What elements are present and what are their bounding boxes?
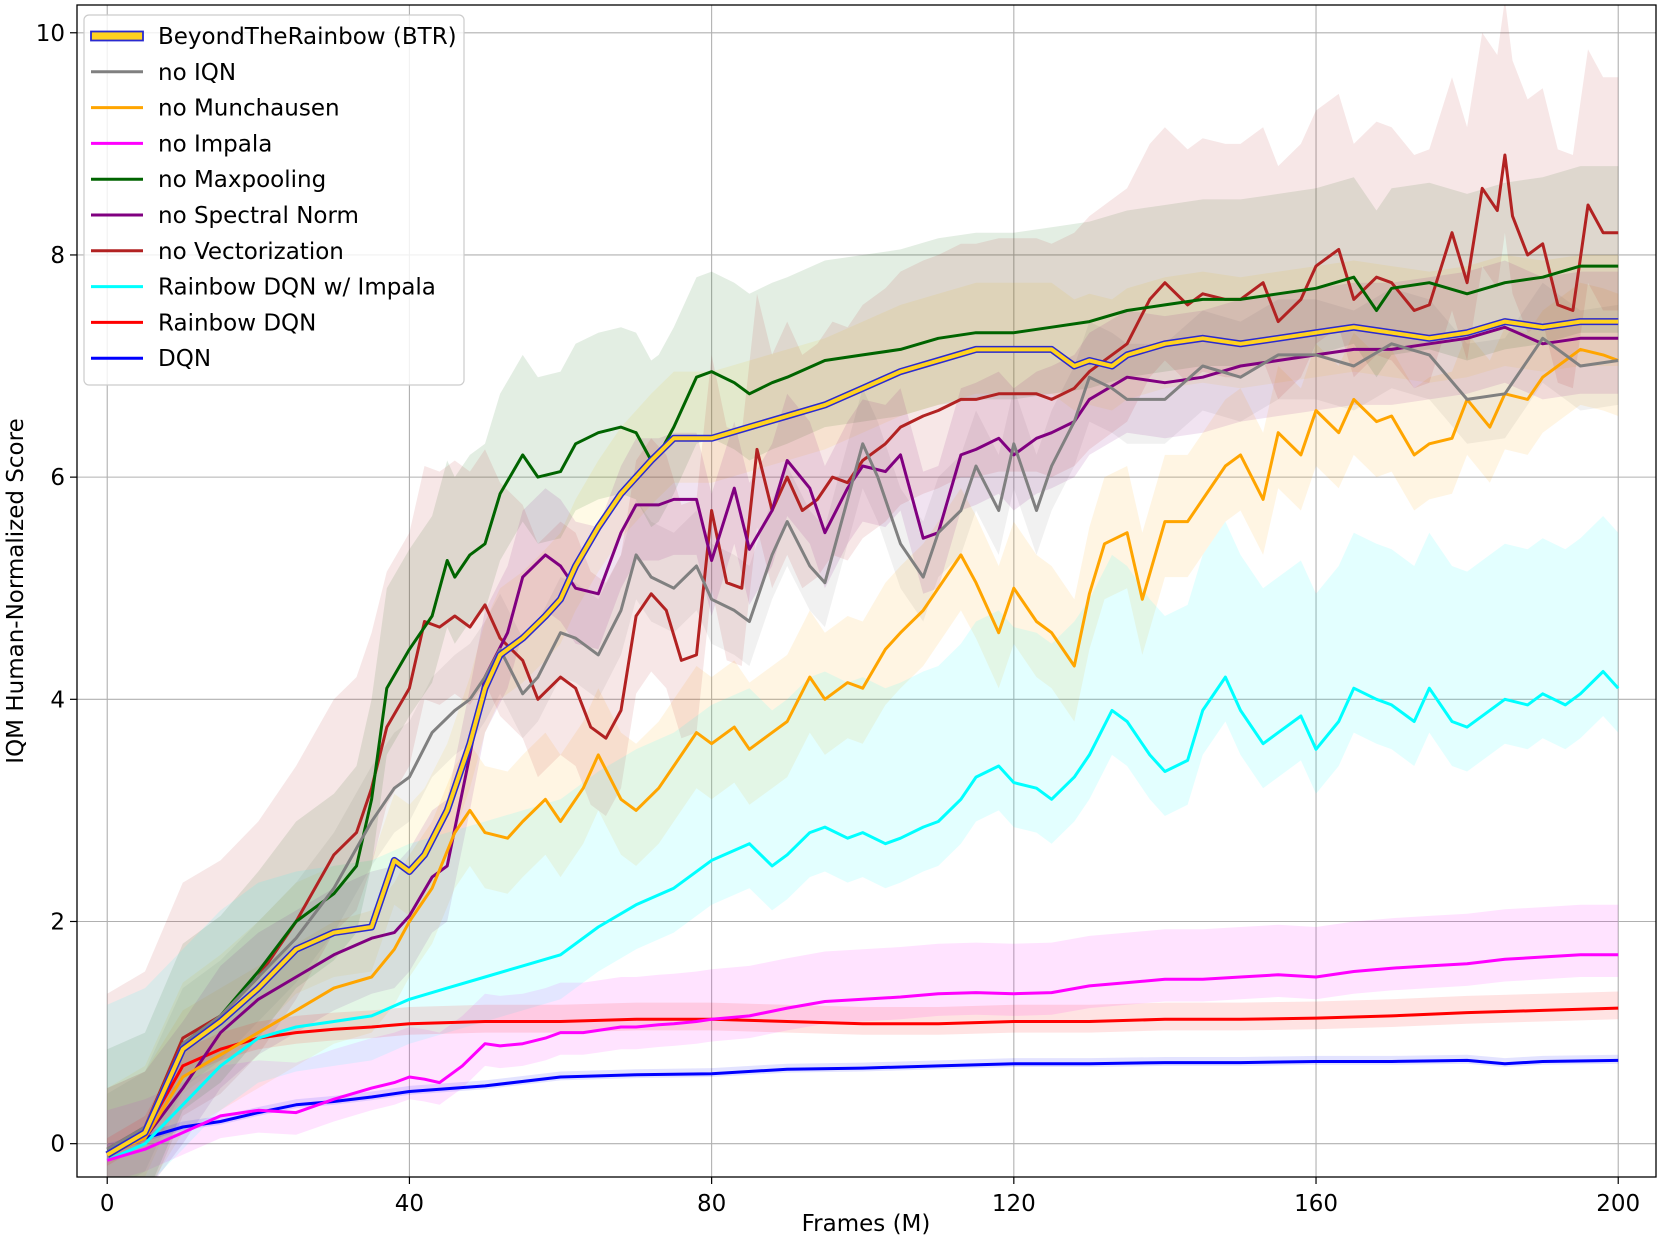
legend-label: no Munchausen bbox=[158, 96, 340, 122]
legend-item: Rainbow DQN w/ Impala bbox=[91, 275, 436, 301]
legend-label: Rainbow DQN bbox=[158, 310, 316, 336]
band-no-maxpooling bbox=[107, 166, 1619, 1177]
y-tick-label: 8 bbox=[50, 243, 65, 269]
line-beyondtherainbow-btr bbox=[106, 319, 1619, 1157]
line-no-iqn bbox=[106, 336, 1619, 1151]
grid bbox=[77, 5, 1656, 1177]
legend-item: no Maxpooling bbox=[91, 167, 326, 193]
line-no-impala bbox=[106, 953, 1619, 1162]
legend-label: no IQN bbox=[158, 60, 236, 86]
x-tick-label: 80 bbox=[697, 1191, 726, 1217]
legend-label: Rainbow DQN w/ Impala bbox=[158, 275, 436, 301]
legend-item: no IQN bbox=[91, 60, 236, 86]
y-tick-label: 0 bbox=[50, 1132, 65, 1158]
band-rainbow-dqn bbox=[107, 991, 1619, 1166]
y-tick-label: 4 bbox=[50, 687, 65, 713]
x-tick-label: 0 bbox=[100, 1191, 115, 1217]
legend: BeyondTheRainbow (BTR) no IQN no Munchause… bbox=[83, 14, 465, 386]
legend-item: no Munchausen bbox=[91, 96, 340, 122]
plot-frame bbox=[76, 4, 1657, 1178]
band-beyondtherainbow-btr bbox=[107, 255, 1619, 1177]
legend-item: DQN bbox=[91, 346, 211, 372]
legend-label: no Impala bbox=[158, 131, 272, 157]
series-lines bbox=[105, 153, 1620, 1162]
band-no-munchausen bbox=[107, 282, 1619, 1177]
legend-label: DQN bbox=[158, 346, 211, 372]
legend-swatch bbox=[90, 30, 144, 42]
axes-ticks: 0 40 80 120 160 200 0 2 4 6 8 10 bbox=[36, 21, 1640, 1217]
line-no-vectorization bbox=[106, 153, 1619, 1151]
y-tick-label: 10 bbox=[36, 21, 65, 47]
y-axis-label: IQM Human-Normalized Score bbox=[3, 418, 29, 763]
legend-item: no Vectorization bbox=[91, 239, 344, 265]
band-no-impala bbox=[107, 904, 1619, 1177]
line-no-munchausen bbox=[106, 347, 1619, 1157]
band-rainbow-dqn-w-impala bbox=[107, 516, 1619, 1177]
y-tick-label: 6 bbox=[50, 465, 65, 491]
legend-label: no Spectral Norm bbox=[158, 203, 359, 229]
x-tick-label: 120 bbox=[992, 1191, 1036, 1217]
x-axis-label: Frames (M) bbox=[802, 1211, 931, 1237]
legend-item: BeyondTheRainbow (BTR) bbox=[90, 24, 457, 50]
legend-item: no Impala bbox=[91, 131, 272, 157]
legend-item: Rainbow DQN bbox=[91, 310, 316, 336]
line-no-spectral-norm bbox=[106, 325, 1619, 1157]
line-no-maxpooling bbox=[106, 264, 1619, 1151]
x-tick-label: 40 bbox=[395, 1191, 424, 1217]
y-tick-label: 2 bbox=[50, 909, 65, 935]
legend-label: no Maxpooling bbox=[158, 167, 326, 193]
line-rainbow-dqn-w-impala bbox=[106, 670, 1620, 1162]
legend-item: no Spectral Norm bbox=[91, 203, 359, 229]
x-tick-label: 200 bbox=[1596, 1191, 1640, 1217]
legend-label: no Vectorization bbox=[158, 239, 344, 265]
legend-box bbox=[83, 14, 465, 386]
x-tick-label: 160 bbox=[1294, 1191, 1338, 1217]
legend-label: BeyondTheRainbow (BTR) bbox=[158, 24, 457, 50]
